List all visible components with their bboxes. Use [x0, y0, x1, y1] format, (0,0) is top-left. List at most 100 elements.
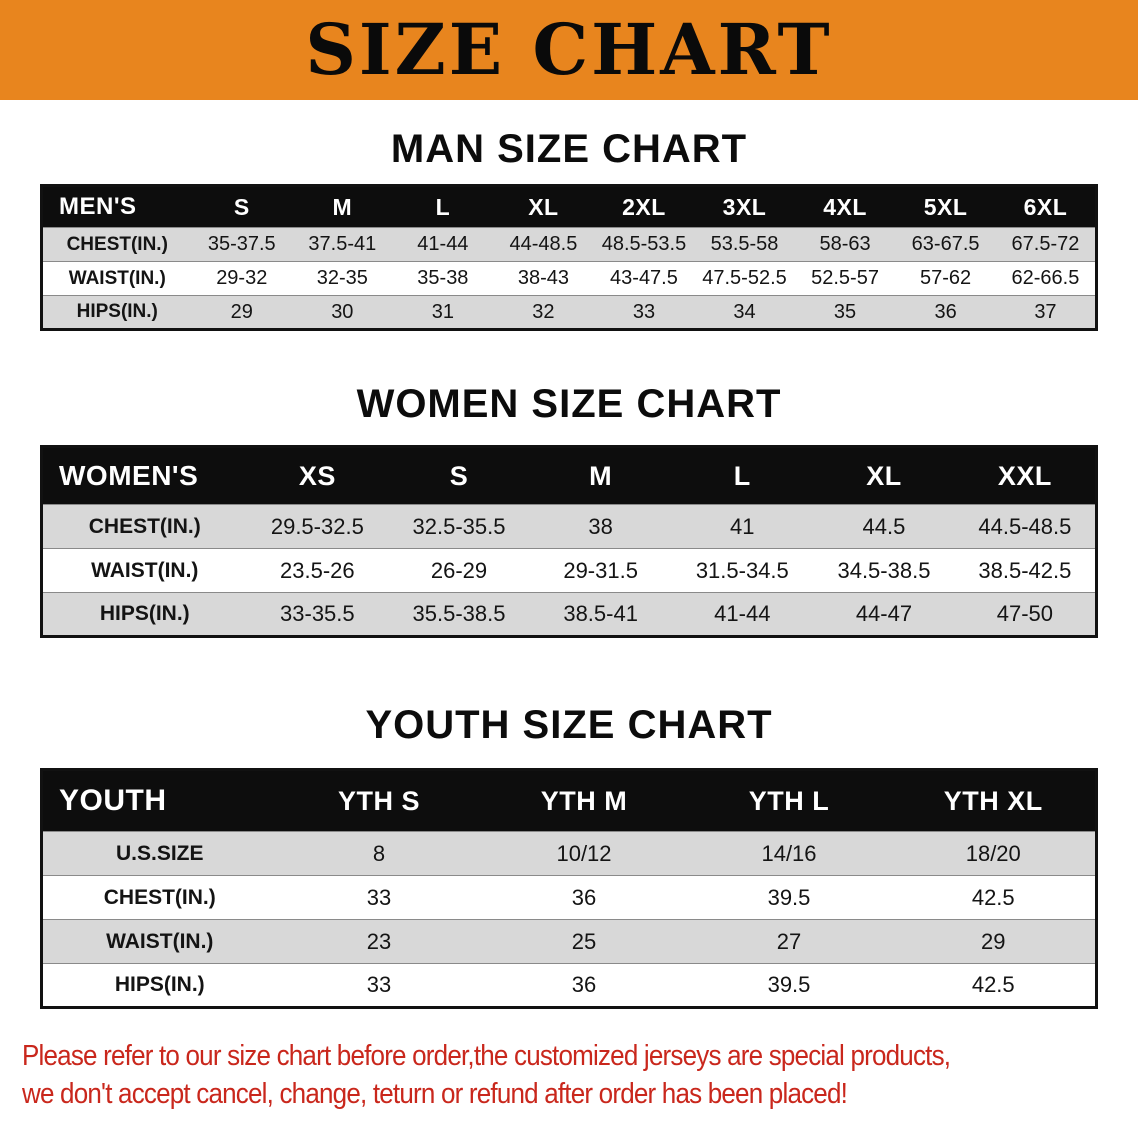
value-cell: 36: [571, 884, 597, 910]
value-cell: 33: [632, 300, 656, 323]
table-header-row: MEN'S S M L XL 2XL 3XL 4XL 5XL 6XL: [41, 185, 1097, 228]
value-cell: 26-29: [430, 557, 488, 583]
value-cell: 44.5: [862, 513, 906, 539]
value-cell: 44-48.5: [509, 233, 578, 255]
value-cell: 38-43: [517, 267, 569, 289]
size-header-cell: M: [529, 446, 672, 505]
size-header-cell: L: [392, 185, 494, 228]
size-header-cell: XS: [246, 446, 389, 505]
charts-container: MAN SIZE CHART MEN'S S M L XL 2XL 3XL 4XL 5XL 6XL…: [0, 126, 1138, 1009]
size-header-cell: YTH M: [481, 769, 687, 832]
youth-chart-heading: YOUTH SIZE CHART: [365, 703, 773, 747]
value-cell: 37: [1034, 300, 1057, 323]
measurement-row: HIPS(IN.) 33 36 39.5 42.5: [41, 963, 1097, 1008]
value-cell: 29-32: [216, 267, 268, 289]
size-chart-banner: SIZE CHART: [0, 0, 1138, 100]
measurement-row: HIPS(IN.) 29 30 31 32 33 34 35 36 37: [41, 295, 1097, 330]
value-cell: 38.5-42.5: [978, 557, 1072, 583]
value-cell: 32: [532, 300, 555, 323]
table-header-row: WOMEN'S XS S M L XL XXL: [41, 446, 1097, 505]
value-cell: 35-38: [417, 267, 469, 289]
youth-size-table: YOUTH YTH S YTH M YTH L YTH XL U.S.SIZE 8 10/12…: [40, 768, 1098, 1009]
value-cell: 34: [733, 300, 756, 323]
row-label-cell: WAIST(IN.): [91, 558, 199, 582]
value-cell: 47-50: [996, 601, 1054, 626]
men-chart-heading: MAN SIZE CHART: [390, 127, 748, 171]
value-cell: 33-35.5: [280, 601, 355, 626]
value-cell: 57-62: [920, 267, 972, 289]
measurement-row: CHEST(IN.) 35-37.5 37.5-41 41-44 44-48.5 48.5…: [41, 227, 1097, 262]
value-cell: 39.5: [767, 972, 811, 997]
value-cell: 41-44: [714, 601, 771, 626]
row-label-cell: WAIST(IN.): [106, 929, 214, 953]
value-cell: 23.5-26: [280, 557, 355, 583]
measurement-row: CHEST(IN.) 33 36 39.5 42.5: [41, 875, 1097, 920]
row-label-cell: HIPS(IN.): [99, 602, 190, 625]
table-title-cell: YOUTH: [41, 769, 277, 832]
size-header-cell: XL: [813, 446, 955, 505]
size-header-cell: 4XL: [794, 185, 896, 228]
value-cell: 18/20: [965, 840, 1021, 866]
men-size-table: MEN'S S M L XL 2XL 3XL 4XL 5XL 6XL CHEST(IN.) 35-37…: [40, 184, 1098, 331]
value-cell: 43-47.5: [610, 267, 678, 289]
value-cell: 35: [833, 300, 857, 323]
value-cell: 29: [230, 300, 253, 323]
value-cell: 29.5-32.5: [270, 513, 364, 539]
value-cell: 36: [934, 300, 957, 323]
row-label-cell: CHEST(IN.): [66, 233, 168, 255]
size-header-cell: XL: [493, 185, 594, 228]
disclaimer-line-1: Please refer to our size chart before or…: [22, 1038, 951, 1072]
value-cell: 62-66.5: [1011, 267, 1080, 289]
value-cell: 31.5-34.5: [695, 557, 789, 583]
value-cell: 38: [588, 513, 613, 539]
value-cell: 53.5-58: [710, 233, 779, 255]
size-header-cell: YTH L: [686, 769, 892, 832]
value-cell: 23: [366, 928, 392, 954]
size-header-cell: 5XL: [895, 185, 996, 228]
value-cell: 39.5: [767, 884, 811, 910]
size-header-cell: 6XL: [995, 185, 1097, 228]
value-cell: 35.5-38.5: [412, 601, 506, 626]
disclaimer-line-2: we don't accept cancel, change, teturn o…: [22, 1075, 848, 1110]
women-size-table: WOMEN'S XS S M L XL XXL CHEST(IN.) 29.5-32.5 32.5…: [40, 445, 1098, 638]
value-cell: 35-37.5: [207, 233, 276, 255]
value-cell: 30: [331, 300, 354, 323]
size-header-cell: S: [388, 446, 530, 505]
value-cell: 33: [366, 884, 392, 910]
value-cell: 63-67.5: [911, 233, 980, 255]
row-label-cell: HIPS(IN.): [76, 301, 158, 322]
row-label-cell: HIPS(IN.): [114, 973, 205, 996]
value-cell: 33: [366, 972, 392, 997]
value-cell: 8: [372, 840, 386, 866]
value-cell: 36: [571, 972, 597, 997]
measurement-row: WAIST(IN.) 23.5-26 26-29 29-31.5 31.5-34.5 34…: [41, 548, 1097, 593]
measurement-row: WAIST(IN.) 29-32 32-35 35-38 38-43 43-47.5 47.…: [41, 261, 1097, 296]
row-label-cell: U.S.SIZE: [115, 841, 204, 865]
value-cell: 32-35: [316, 267, 368, 289]
size-header-cell: 2XL: [593, 185, 695, 228]
size-header-cell: YTH XL: [891, 769, 1097, 832]
table-header-row: YOUTH YTH S YTH M YTH L YTH XL: [41, 769, 1097, 832]
page-title: SIZE CHART: [305, 8, 833, 91]
value-cell: 10/12: [556, 840, 612, 866]
value-cell: 41: [730, 513, 755, 539]
value-cell: 14/16: [761, 840, 817, 866]
value-cell: 41-44: [417, 233, 469, 255]
value-cell: 29-31.5: [563, 557, 638, 583]
value-cell: 29: [981, 928, 1006, 954]
value-cell: 42.5: [971, 972, 1015, 997]
women-size-chart-section: WOMEN SIZE CHART WOMEN'S XS S M L XL XXL CHEST(…: [0, 381, 1138, 638]
value-cell: 58-63: [819, 233, 871, 255]
row-label-cell: CHEST(IN.): [103, 885, 216, 909]
value-cell: 48.5-53.5: [601, 233, 687, 255]
table-title-cell: MEN'S: [41, 185, 192, 228]
measurement-row: HIPS(IN.) 33-35.5 35.5-38.5 38.5-41 41-44 44-…: [41, 592, 1097, 637]
table-title-cell: WOMEN'S: [41, 446, 247, 505]
row-label-cell: CHEST(IN.): [88, 514, 201, 538]
disclaimer: Please refer to our size chart before or…: [0, 1037, 1138, 1112]
size-header-cell: XXL: [954, 446, 1097, 505]
row-label-cell: WAIST(IN.): [68, 267, 166, 289]
value-cell: 47.5-52.5: [702, 267, 787, 289]
size-header-cell: L: [671, 446, 814, 505]
